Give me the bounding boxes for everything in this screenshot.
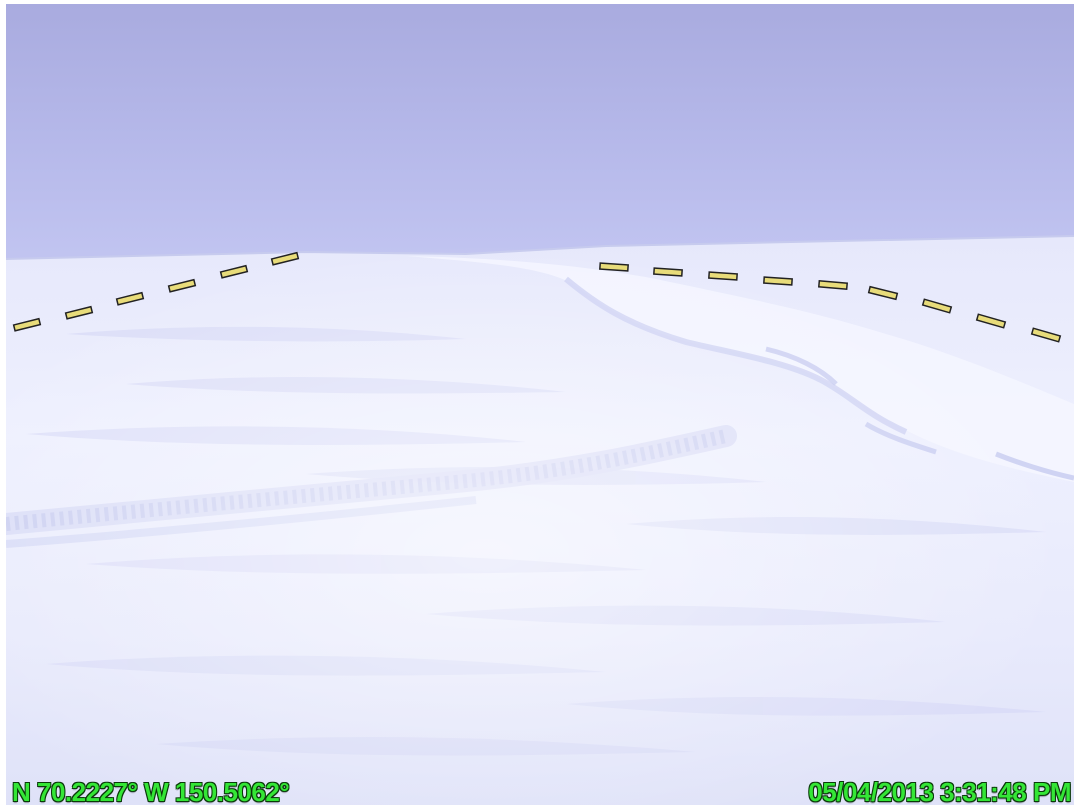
snow-scene: [6, 4, 1074, 805]
gps-coordinates-overlay: N 70.2227° W 150.5062°: [12, 777, 290, 807]
timestamp-overlay: 05/04/2013 3:31:48 PM: [808, 777, 1071, 807]
sky: [6, 4, 1074, 264]
right-dashed-marker: [599, 262, 1062, 343]
left-dashed-marker: [12, 251, 300, 332]
sunlight-glare: [6, 244, 1074, 805]
snow-field-photo: [6, 4, 1074, 805]
